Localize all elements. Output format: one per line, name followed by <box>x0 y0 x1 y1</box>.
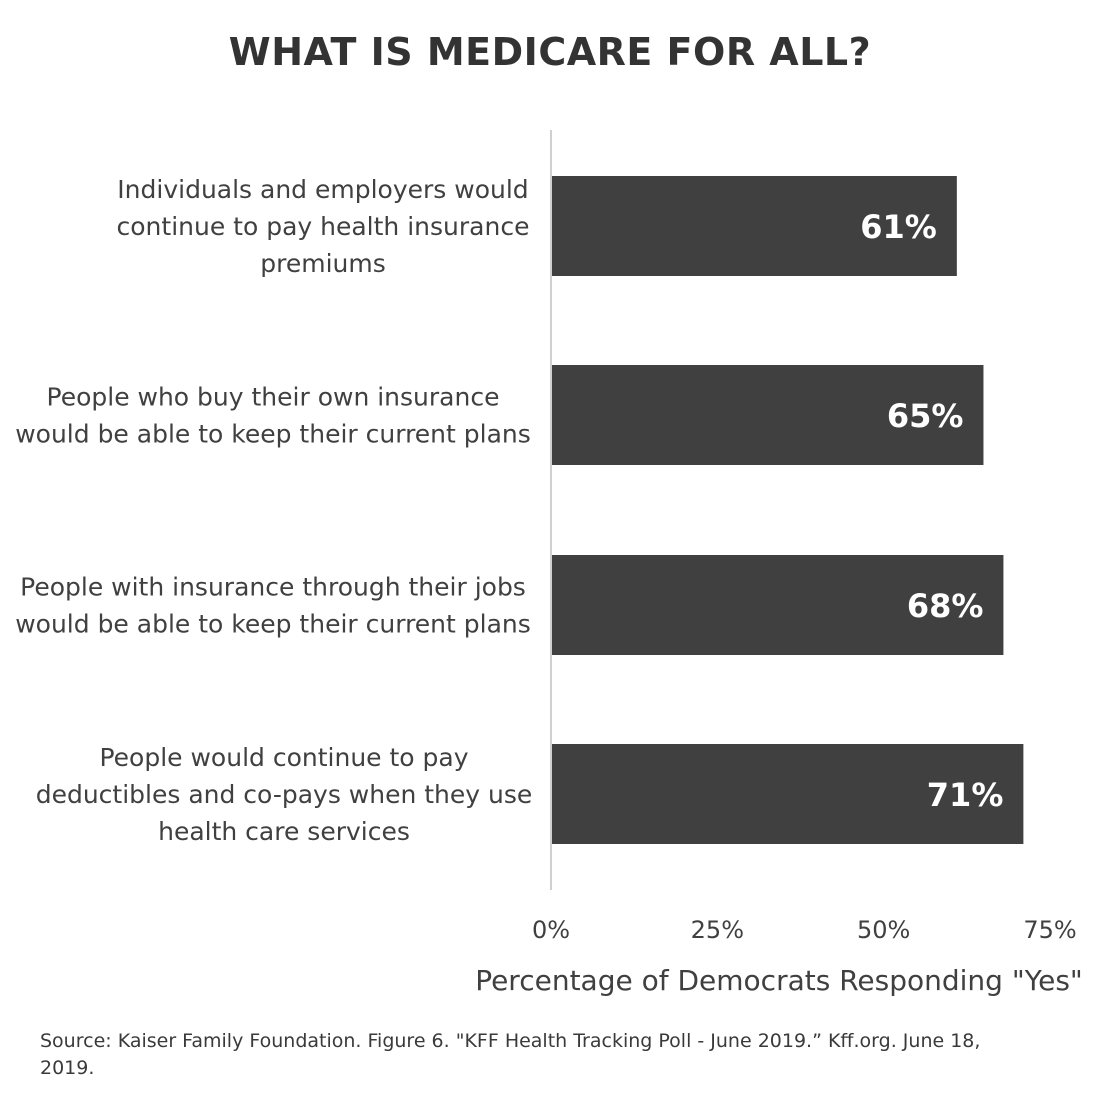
category-label: People would continue to pay deductibles … <box>36 743 533 846</box>
x-tick-label: 75% <box>1023 916 1076 944</box>
category-label-line: People with insurance through their jobs <box>20 573 526 602</box>
category-label-line: Individuals and employers would <box>117 175 528 204</box>
x-axis-title: Percentage of Democrats Responding "Yes" <box>475 964 1083 997</box>
category-label-line: continue to pay health insurance <box>117 212 530 241</box>
x-tick-label: 25% <box>691 916 744 944</box>
category-label-line: premiums <box>260 249 386 278</box>
category-label: People with insurance through their jobs… <box>15 573 531 639</box>
bar <box>552 744 1024 844</box>
category-label-line: People who buy their own insurance <box>47 383 500 412</box>
category-label-line: People would continue to pay <box>99 743 468 772</box>
category-label-line: health care services <box>158 817 410 846</box>
source-note: Source: Kaiser Family Foundation. Figure… <box>40 1030 981 1079</box>
x-tick-label: 50% <box>857 916 910 944</box>
bar-data-label: 61% <box>860 208 937 246</box>
category-label-line: deductibles and co-pays when they use <box>36 780 533 809</box>
bar-data-label: 65% <box>887 397 964 435</box>
category-label-line: would be able to keep their current plan… <box>15 420 531 449</box>
chart-title: WHAT IS MEDICARE FOR ALL? <box>228 30 872 74</box>
category-label: People who buy their own insurance would … <box>15 383 531 449</box>
bar-data-label: 71% <box>927 776 1004 814</box>
category-label: Individuals and employers would continue … <box>117 175 530 278</box>
bar-data-label: 68% <box>907 587 984 625</box>
x-tick-label: 0% <box>532 916 570 944</box>
category-label-line: would be able to keep their current plan… <box>15 610 531 639</box>
bar <box>552 555 1004 655</box>
bar <box>552 176 957 276</box>
bar <box>552 365 984 465</box>
